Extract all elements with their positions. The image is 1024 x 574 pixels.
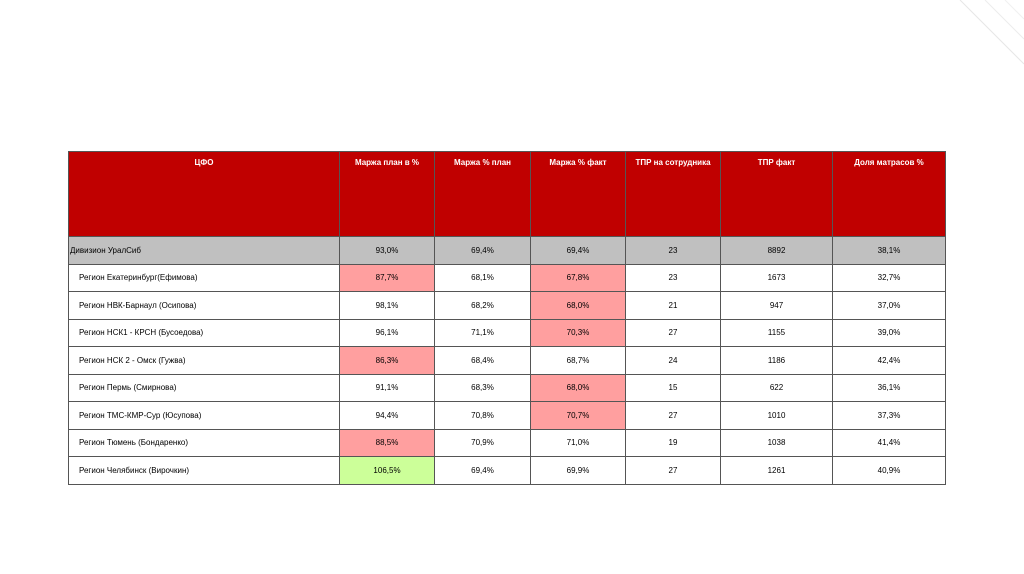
region-row: Регион Екатеринбург(Ефимова) 87,7% 68,1% 67… <box>68 263 946 292</box>
deco-line <box>959 0 1024 65</box>
value-cell: 71,0% <box>530 428 626 457</box>
region-row: Регион НСК1 - КРСН (Бусоедова) 96,1% 71,1%… <box>68 318 946 347</box>
value-cell: 40,9% <box>832 456 946 485</box>
name-cell: Регион Тюмень (Бондаренко) <box>68 428 340 457</box>
value-cell: 24 <box>625 346 721 375</box>
value-cell: 68,7% <box>530 346 626 375</box>
value-cell: 71,1% <box>434 318 531 347</box>
value-cell: 68,0% <box>530 373 626 402</box>
value-cell: 88,5% <box>339 428 435 457</box>
deco-line <box>1004 0 1024 20</box>
value-cell: 70,9% <box>434 428 531 457</box>
value-cell: 68,3% <box>434 373 531 402</box>
value-cell: 19 <box>625 428 721 457</box>
value-cell: 947 <box>720 291 833 320</box>
name-cell: Дивизион УралСиб <box>68 236 340 265</box>
value-cell: 39,0% <box>832 318 946 347</box>
value-cell: 91,1% <box>339 373 435 402</box>
value-cell: 93,0% <box>339 236 435 265</box>
value-cell: 27 <box>625 318 721 347</box>
value-cell: 622 <box>720 373 833 402</box>
name-cell: Регион Челябинск (Вирочкин) <box>68 456 340 485</box>
value-cell: 1155 <box>720 318 833 347</box>
value-cell: 27 <box>625 401 721 430</box>
header-cell: ТПР факт <box>720 151 833 237</box>
value-cell: 27 <box>625 456 721 485</box>
value-cell: 32,7% <box>832 263 946 292</box>
value-cell: 96,1% <box>339 318 435 347</box>
region-row: Регион НВК-Барнаул (Осипова) 98,1% 68,2% 68… <box>68 291 946 320</box>
value-cell: 69,9% <box>530 456 626 485</box>
header-cell: Доля матрасов % <box>832 151 946 237</box>
value-cell: 1186 <box>720 346 833 375</box>
data-table: ЦФО Маржа план в % Маржа % план Маржа % фак… <box>68 151 946 485</box>
value-cell: 98,1% <box>339 291 435 320</box>
name-cell: Регион Пермь (Смирнова) <box>68 373 340 402</box>
value-cell: 106,5% <box>339 456 435 485</box>
value-cell: 1038 <box>720 428 833 457</box>
name-cell: Регион НСК 2 - Омск (Гужва) <box>68 346 340 375</box>
value-cell: 15 <box>625 373 721 402</box>
value-cell: 1261 <box>720 456 833 485</box>
value-cell: 1010 <box>720 401 833 430</box>
value-cell: 37,3% <box>832 401 946 430</box>
value-cell: 86,3% <box>339 346 435 375</box>
value-cell: 70,7% <box>530 401 626 430</box>
division-row: Дивизион УралСиб 93,0% 69,4% 69,4% 23 8892 38,… <box>68 236 946 265</box>
name-cell: Регион НСК1 - КРСН (Бусоедова) <box>68 318 340 347</box>
value-cell: 68,1% <box>434 263 531 292</box>
value-cell: 69,4% <box>530 236 626 265</box>
region-row: Регион Челябинск (Вирочкин) 106,5% 69,4% 69… <box>68 456 946 485</box>
header-cell: ЦФО <box>68 151 340 237</box>
value-cell: 37,0% <box>832 291 946 320</box>
value-cell: 70,3% <box>530 318 626 347</box>
value-cell: 69,4% <box>434 456 531 485</box>
value-cell: 67,8% <box>530 263 626 292</box>
value-cell: 41,4% <box>832 428 946 457</box>
value-cell: 69,4% <box>434 236 531 265</box>
region-row: Регион Пермь (Смирнова) 91,1% 68,3% 68,0% 15… <box>68 373 946 402</box>
name-cell: Регион ТМС-КМР-Сур (Юсупова) <box>68 401 340 430</box>
deco-line <box>984 0 1024 40</box>
name-cell: Регион Екатеринбург(Ефимова) <box>68 263 340 292</box>
value-cell: 23 <box>625 263 721 292</box>
value-cell: 68,2% <box>434 291 531 320</box>
value-cell: 1673 <box>720 263 833 292</box>
region-row: Регион ТМС-КМР-Сур (Юсупова) 94,4% 70,8% 70… <box>68 401 946 430</box>
value-cell: 68,4% <box>434 346 531 375</box>
value-cell: 36,1% <box>832 373 946 402</box>
value-cell: 42,4% <box>832 346 946 375</box>
value-cell: 8892 <box>720 236 833 265</box>
value-cell: 23 <box>625 236 721 265</box>
header-cell: Маржа % факт <box>530 151 626 237</box>
header-cell: ТПР на сотрудника <box>625 151 721 237</box>
region-row: Регион Тюмень (Бондаренко) 88,5% 70,9% 71,0… <box>68 428 946 457</box>
region-row: Регион НСК 2 - Омск (Гужва) 86,3% 68,4% 68,… <box>68 346 946 375</box>
header-cell: Маржа план в % <box>339 151 435 237</box>
value-cell: 21 <box>625 291 721 320</box>
value-cell: 38,1% <box>832 236 946 265</box>
value-cell: 68,0% <box>530 291 626 320</box>
value-cell: 87,7% <box>339 263 435 292</box>
value-cell: 70,8% <box>434 401 531 430</box>
header-row: ЦФО Маржа план в % Маржа % план Маржа % фак… <box>68 151 946 237</box>
value-cell: 94,4% <box>339 401 435 430</box>
header-cell: Маржа % план <box>434 151 531 237</box>
name-cell: Регион НВК-Барнаул (Осипова) <box>68 291 340 320</box>
